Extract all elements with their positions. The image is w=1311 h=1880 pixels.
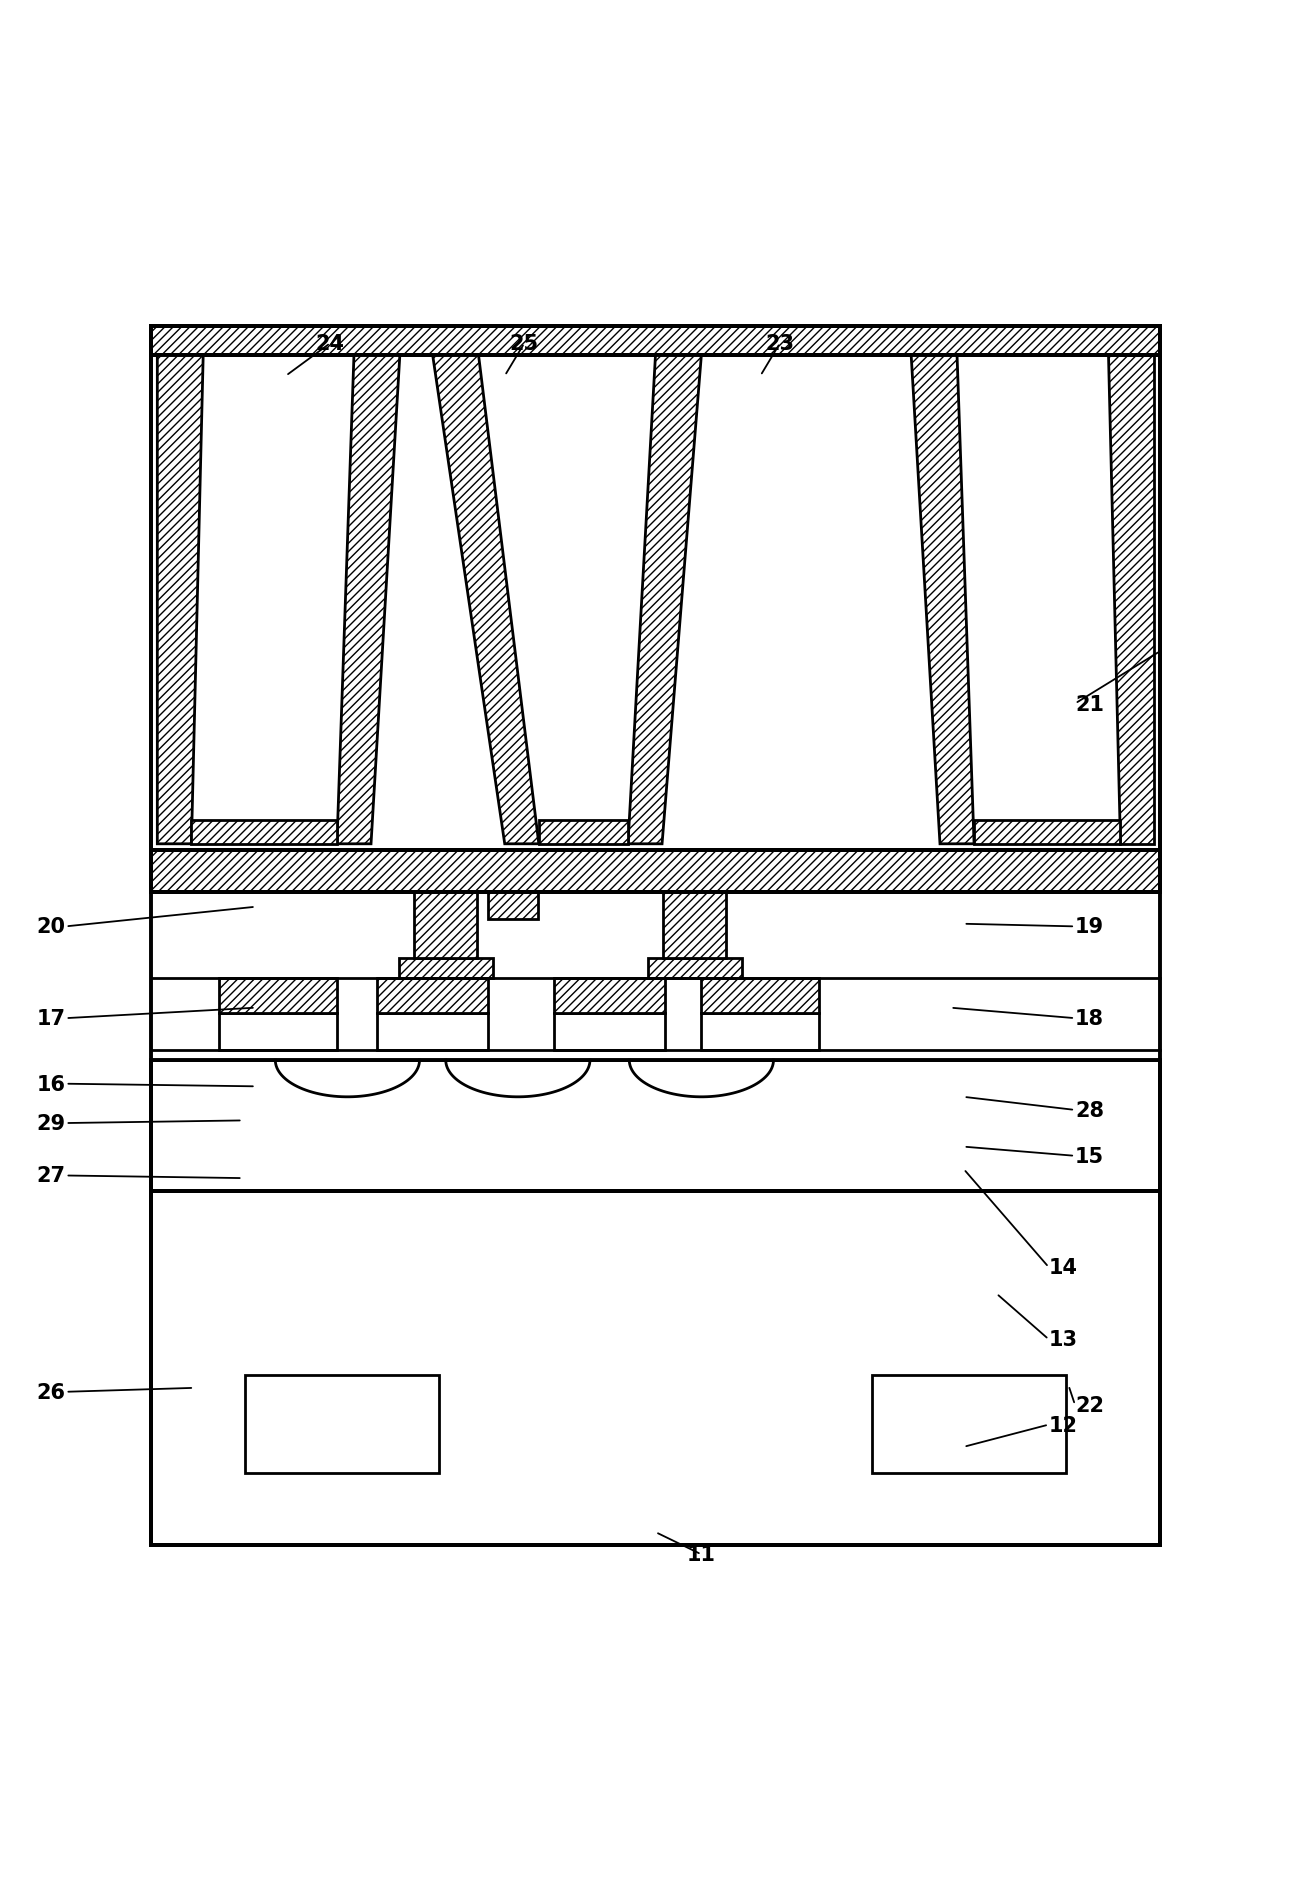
Polygon shape — [553, 978, 666, 1013]
Polygon shape — [191, 822, 337, 844]
Text: 21: 21 — [1075, 694, 1104, 714]
Polygon shape — [911, 355, 974, 844]
Polygon shape — [151, 355, 1160, 852]
Text: 19: 19 — [1075, 917, 1104, 936]
Polygon shape — [151, 1192, 1160, 1545]
Polygon shape — [701, 1013, 819, 1051]
Text: 16: 16 — [37, 1073, 66, 1094]
Polygon shape — [337, 355, 400, 844]
Text: 24: 24 — [316, 335, 345, 353]
Text: 13: 13 — [1049, 1329, 1078, 1350]
Polygon shape — [151, 327, 1160, 355]
Polygon shape — [553, 1013, 666, 1051]
Text: 25: 25 — [510, 335, 539, 353]
Text: 14: 14 — [1049, 1258, 1078, 1278]
Polygon shape — [245, 1374, 439, 1474]
Polygon shape — [872, 1374, 1066, 1474]
Polygon shape — [701, 978, 819, 1013]
Polygon shape — [219, 978, 337, 1013]
Text: 22: 22 — [1075, 1395, 1104, 1416]
Text: 15: 15 — [1075, 1147, 1104, 1166]
Text: 28: 28 — [1075, 1100, 1104, 1120]
Polygon shape — [648, 959, 742, 978]
Polygon shape — [663, 893, 726, 959]
Polygon shape — [378, 978, 488, 1013]
Text: 17: 17 — [37, 1010, 66, 1028]
Text: 26: 26 — [37, 1382, 66, 1402]
Polygon shape — [414, 893, 477, 959]
Text: 18: 18 — [1075, 1010, 1104, 1028]
Polygon shape — [1108, 355, 1154, 844]
Polygon shape — [974, 822, 1120, 844]
Polygon shape — [219, 1013, 337, 1051]
Text: 29: 29 — [37, 1113, 66, 1134]
Text: 23: 23 — [766, 335, 794, 353]
Polygon shape — [399, 959, 493, 978]
Text: 12: 12 — [1049, 1416, 1078, 1434]
Polygon shape — [157, 355, 203, 844]
Polygon shape — [151, 1060, 1160, 1192]
Polygon shape — [488, 893, 538, 919]
Polygon shape — [378, 1013, 488, 1051]
Polygon shape — [539, 822, 628, 844]
Text: 11: 11 — [687, 1545, 716, 1564]
Polygon shape — [628, 355, 701, 844]
Polygon shape — [151, 852, 1160, 893]
Text: 20: 20 — [37, 917, 66, 936]
Polygon shape — [433, 355, 539, 844]
Text: 27: 27 — [37, 1166, 66, 1186]
